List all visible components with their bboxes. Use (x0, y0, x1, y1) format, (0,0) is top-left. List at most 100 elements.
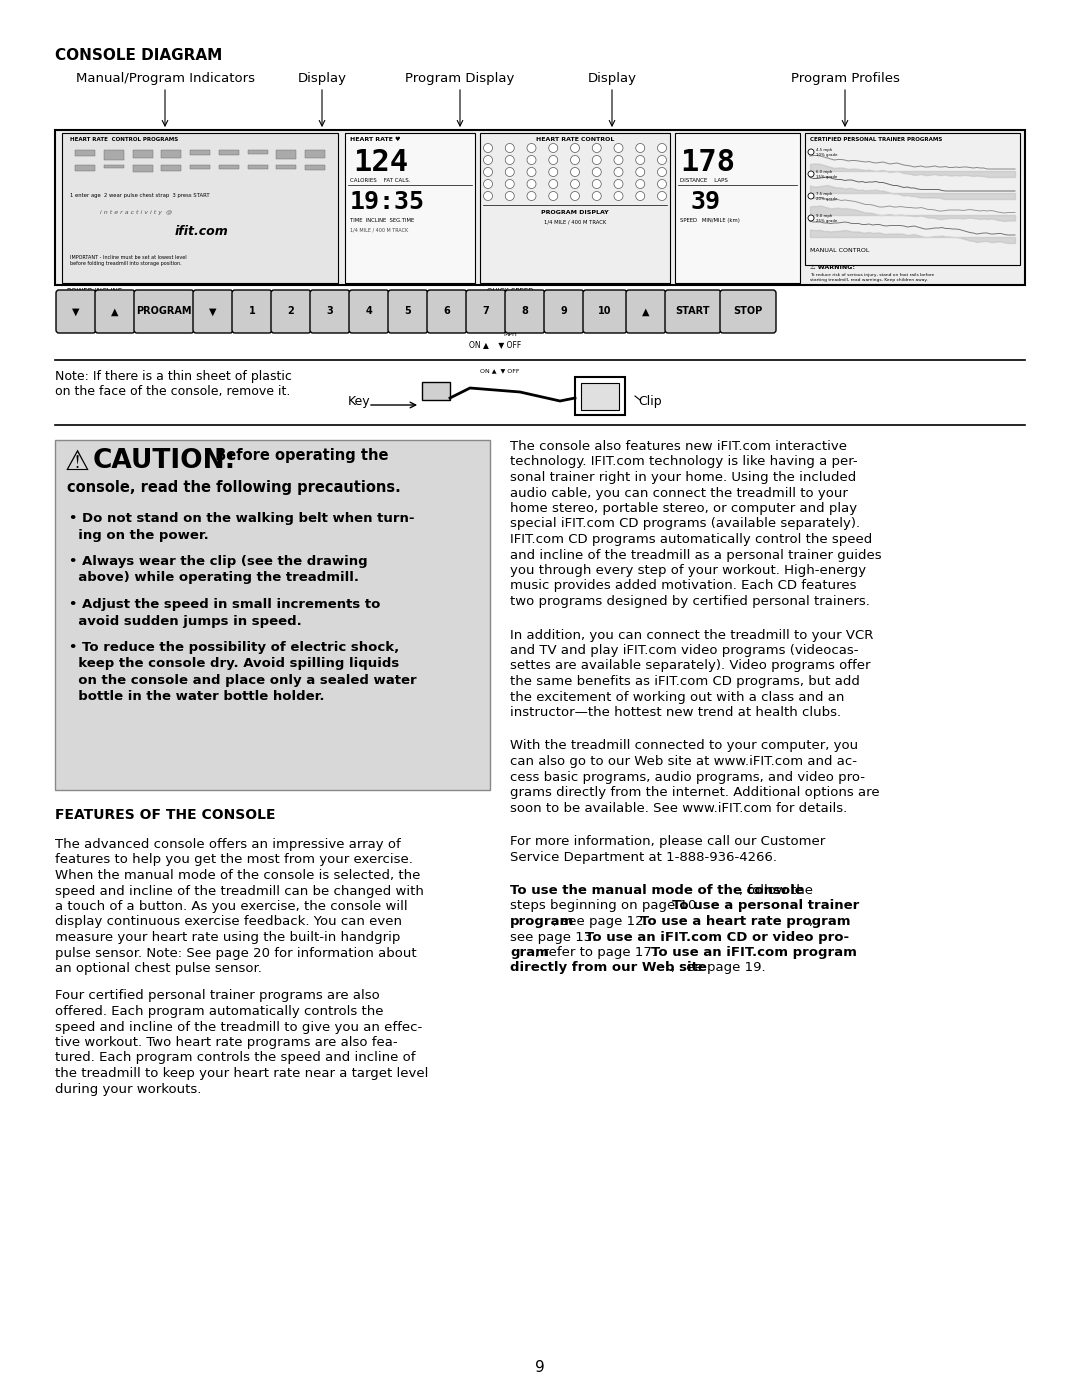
Text: 19:35: 19:35 (350, 190, 426, 214)
Text: console, read the following precautions.: console, read the following precautions. (67, 481, 401, 495)
FancyBboxPatch shape (583, 291, 627, 332)
Text: can also go to our Web site at www.iFIT.com and ac-: can also go to our Web site at www.iFIT.… (510, 754, 858, 768)
Text: To use an iFIT.com program: To use an iFIT.com program (651, 946, 856, 958)
Text: measure your heart rate using the built-in handgrip: measure your heart rate using the built-… (55, 930, 401, 944)
Text: 4: 4 (366, 306, 373, 317)
Bar (133, 165, 152, 172)
Text: 6.0 mph
15% grade: 6.0 mph 15% grade (816, 170, 837, 179)
Text: CONSOLE DIAGRAM: CONSOLE DIAGRAM (55, 47, 222, 63)
Bar (133, 149, 152, 158)
Text: ⚠: ⚠ (65, 448, 90, 476)
Circle shape (570, 155, 580, 165)
Circle shape (636, 179, 645, 189)
Bar (480, 133, 670, 284)
Circle shape (592, 155, 602, 165)
Text: 5: 5 (405, 306, 411, 317)
Bar (305, 149, 325, 158)
FancyBboxPatch shape (193, 291, 233, 332)
Text: HEART RATE ♥: HEART RATE ♥ (350, 137, 401, 142)
Text: The advanced console offers an impressive array of: The advanced console offers an impressiv… (55, 838, 401, 851)
Text: speed and incline of the treadmill can be changed with: speed and incline of the treadmill can b… (55, 884, 423, 897)
Text: an optional chest pulse sensor.: an optional chest pulse sensor. (55, 963, 261, 975)
Circle shape (615, 168, 623, 176)
Text: IFIT.com CD programs automatically control the speed: IFIT.com CD programs automatically contr… (510, 534, 873, 546)
Text: DISTANCE    LAPS: DISTANCE LAPS (680, 177, 728, 183)
Circle shape (570, 168, 580, 176)
Text: the same benefits as iFIT.com CD programs, but add: the same benefits as iFIT.com CD program… (510, 675, 860, 687)
Text: during your workouts.: during your workouts. (55, 1083, 201, 1095)
Circle shape (549, 144, 557, 152)
Circle shape (615, 155, 623, 165)
Text: above) while operating the treadmill.: above) while operating the treadmill. (69, 571, 359, 584)
Circle shape (527, 144, 536, 152)
Bar (305, 165, 325, 170)
Text: FEATURES OF THE CONSOLE: FEATURES OF THE CONSOLE (55, 807, 275, 821)
Text: tured. Each program controls the speed and incline of: tured. Each program controls the speed a… (55, 1052, 416, 1065)
Text: 2: 2 (287, 306, 295, 317)
Circle shape (570, 191, 580, 201)
Text: 9.0 mph
25% grade: 9.0 mph 25% grade (816, 214, 837, 222)
Bar (62, 133, 338, 284)
Bar (104, 149, 124, 159)
Text: 124: 124 (353, 148, 408, 177)
Bar (276, 149, 296, 159)
Circle shape (808, 170, 814, 177)
Bar (190, 149, 210, 155)
Circle shape (484, 179, 492, 189)
FancyBboxPatch shape (134, 291, 194, 332)
Text: To use a personal trainer: To use a personal trainer (673, 900, 860, 912)
Circle shape (527, 191, 536, 201)
Text: PROGRAM DISPLAY: PROGRAM DISPLAY (541, 210, 609, 215)
Text: • Always wear the clip (see the drawing: • Always wear the clip (see the drawing (69, 555, 367, 569)
Text: on the console and place only a sealed water: on the console and place only a sealed w… (69, 673, 417, 687)
Text: Program Profiles: Program Profiles (791, 73, 900, 85)
Text: 6: 6 (444, 306, 450, 317)
Text: special iFIT.com CD programs (available separately).: special iFIT.com CD programs (available … (510, 517, 860, 531)
Bar (161, 165, 181, 172)
Circle shape (549, 155, 557, 165)
Text: To use an iFIT.com CD or video pro-: To use an iFIT.com CD or video pro- (585, 930, 850, 943)
Text: music provides added motivation. Each CD features: music provides added motivation. Each CD… (510, 580, 856, 592)
Bar (75, 165, 95, 170)
Text: soon to be available. See www.iFIT.com for details.: soon to be available. See www.iFIT.com f… (510, 802, 847, 814)
Text: the treadmill to keep your heart rate near a target level: the treadmill to keep your heart rate ne… (55, 1067, 429, 1080)
Text: cess basic programs, audio programs, and video pro-: cess basic programs, audio programs, and… (510, 771, 865, 784)
Circle shape (658, 168, 666, 176)
FancyBboxPatch shape (505, 291, 545, 332)
Text: speed and incline of the treadmill to give you an effec-: speed and incline of the treadmill to gi… (55, 1020, 422, 1034)
Text: keep the console dry. Avoid spilling liquids: keep the console dry. Avoid spilling liq… (69, 658, 400, 671)
Text: 10: 10 (598, 306, 611, 317)
Text: 1/4 MILE / 400 M TRACK: 1/4 MILE / 400 M TRACK (350, 228, 408, 233)
Bar (581, 383, 619, 409)
Text: 1/4 MILE / 400 M TRACK: 1/4 MILE / 400 M TRACK (544, 219, 606, 225)
Text: i n t e r a c t i v i t y  @: i n t e r a c t i v i t y @ (100, 210, 172, 215)
Text: PROGRAM: PROGRAM (136, 306, 192, 317)
Text: you through every step of your workout. High-energy: you through every step of your workout. … (510, 564, 866, 577)
Circle shape (549, 191, 557, 201)
Text: a touch of a button. As you exercise, the console will: a touch of a button. As you exercise, th… (55, 900, 407, 914)
Text: MPH: MPH (503, 332, 517, 337)
Circle shape (636, 168, 645, 176)
Text: In addition, you can connect the treadmill to your VCR: In addition, you can connect the treadmi… (510, 629, 874, 641)
Text: Clip: Clip (638, 395, 662, 408)
Bar (104, 165, 124, 168)
Bar (55, 440, 490, 789)
Text: 7.5 mph
20% grade: 7.5 mph 20% grade (816, 191, 837, 201)
Circle shape (615, 144, 623, 152)
Text: When the manual mode of the console is selected, the: When the manual mode of the console is s… (55, 869, 420, 882)
Text: ON ▲    ▼ OFF: ON ▲ ▼ OFF (469, 339, 522, 349)
Circle shape (592, 144, 602, 152)
Text: To reduce risk of serious injury, stand on foot rails before
starting treadmill,: To reduce risk of serious injury, stand … (810, 272, 934, 282)
Text: , follow the: , follow the (740, 884, 813, 897)
FancyBboxPatch shape (271, 291, 311, 332)
Text: • Adjust the speed in small increments to: • Adjust the speed in small increments t… (69, 598, 380, 610)
Bar (276, 165, 296, 169)
Text: , see page 12.: , see page 12. (553, 915, 652, 928)
Text: Key: Key (348, 395, 370, 408)
Circle shape (527, 168, 536, 176)
Text: 3: 3 (326, 306, 334, 317)
Text: ▼: ▼ (72, 306, 80, 317)
Bar (345, 133, 475, 284)
Text: 7: 7 (483, 306, 489, 317)
Circle shape (505, 155, 514, 165)
